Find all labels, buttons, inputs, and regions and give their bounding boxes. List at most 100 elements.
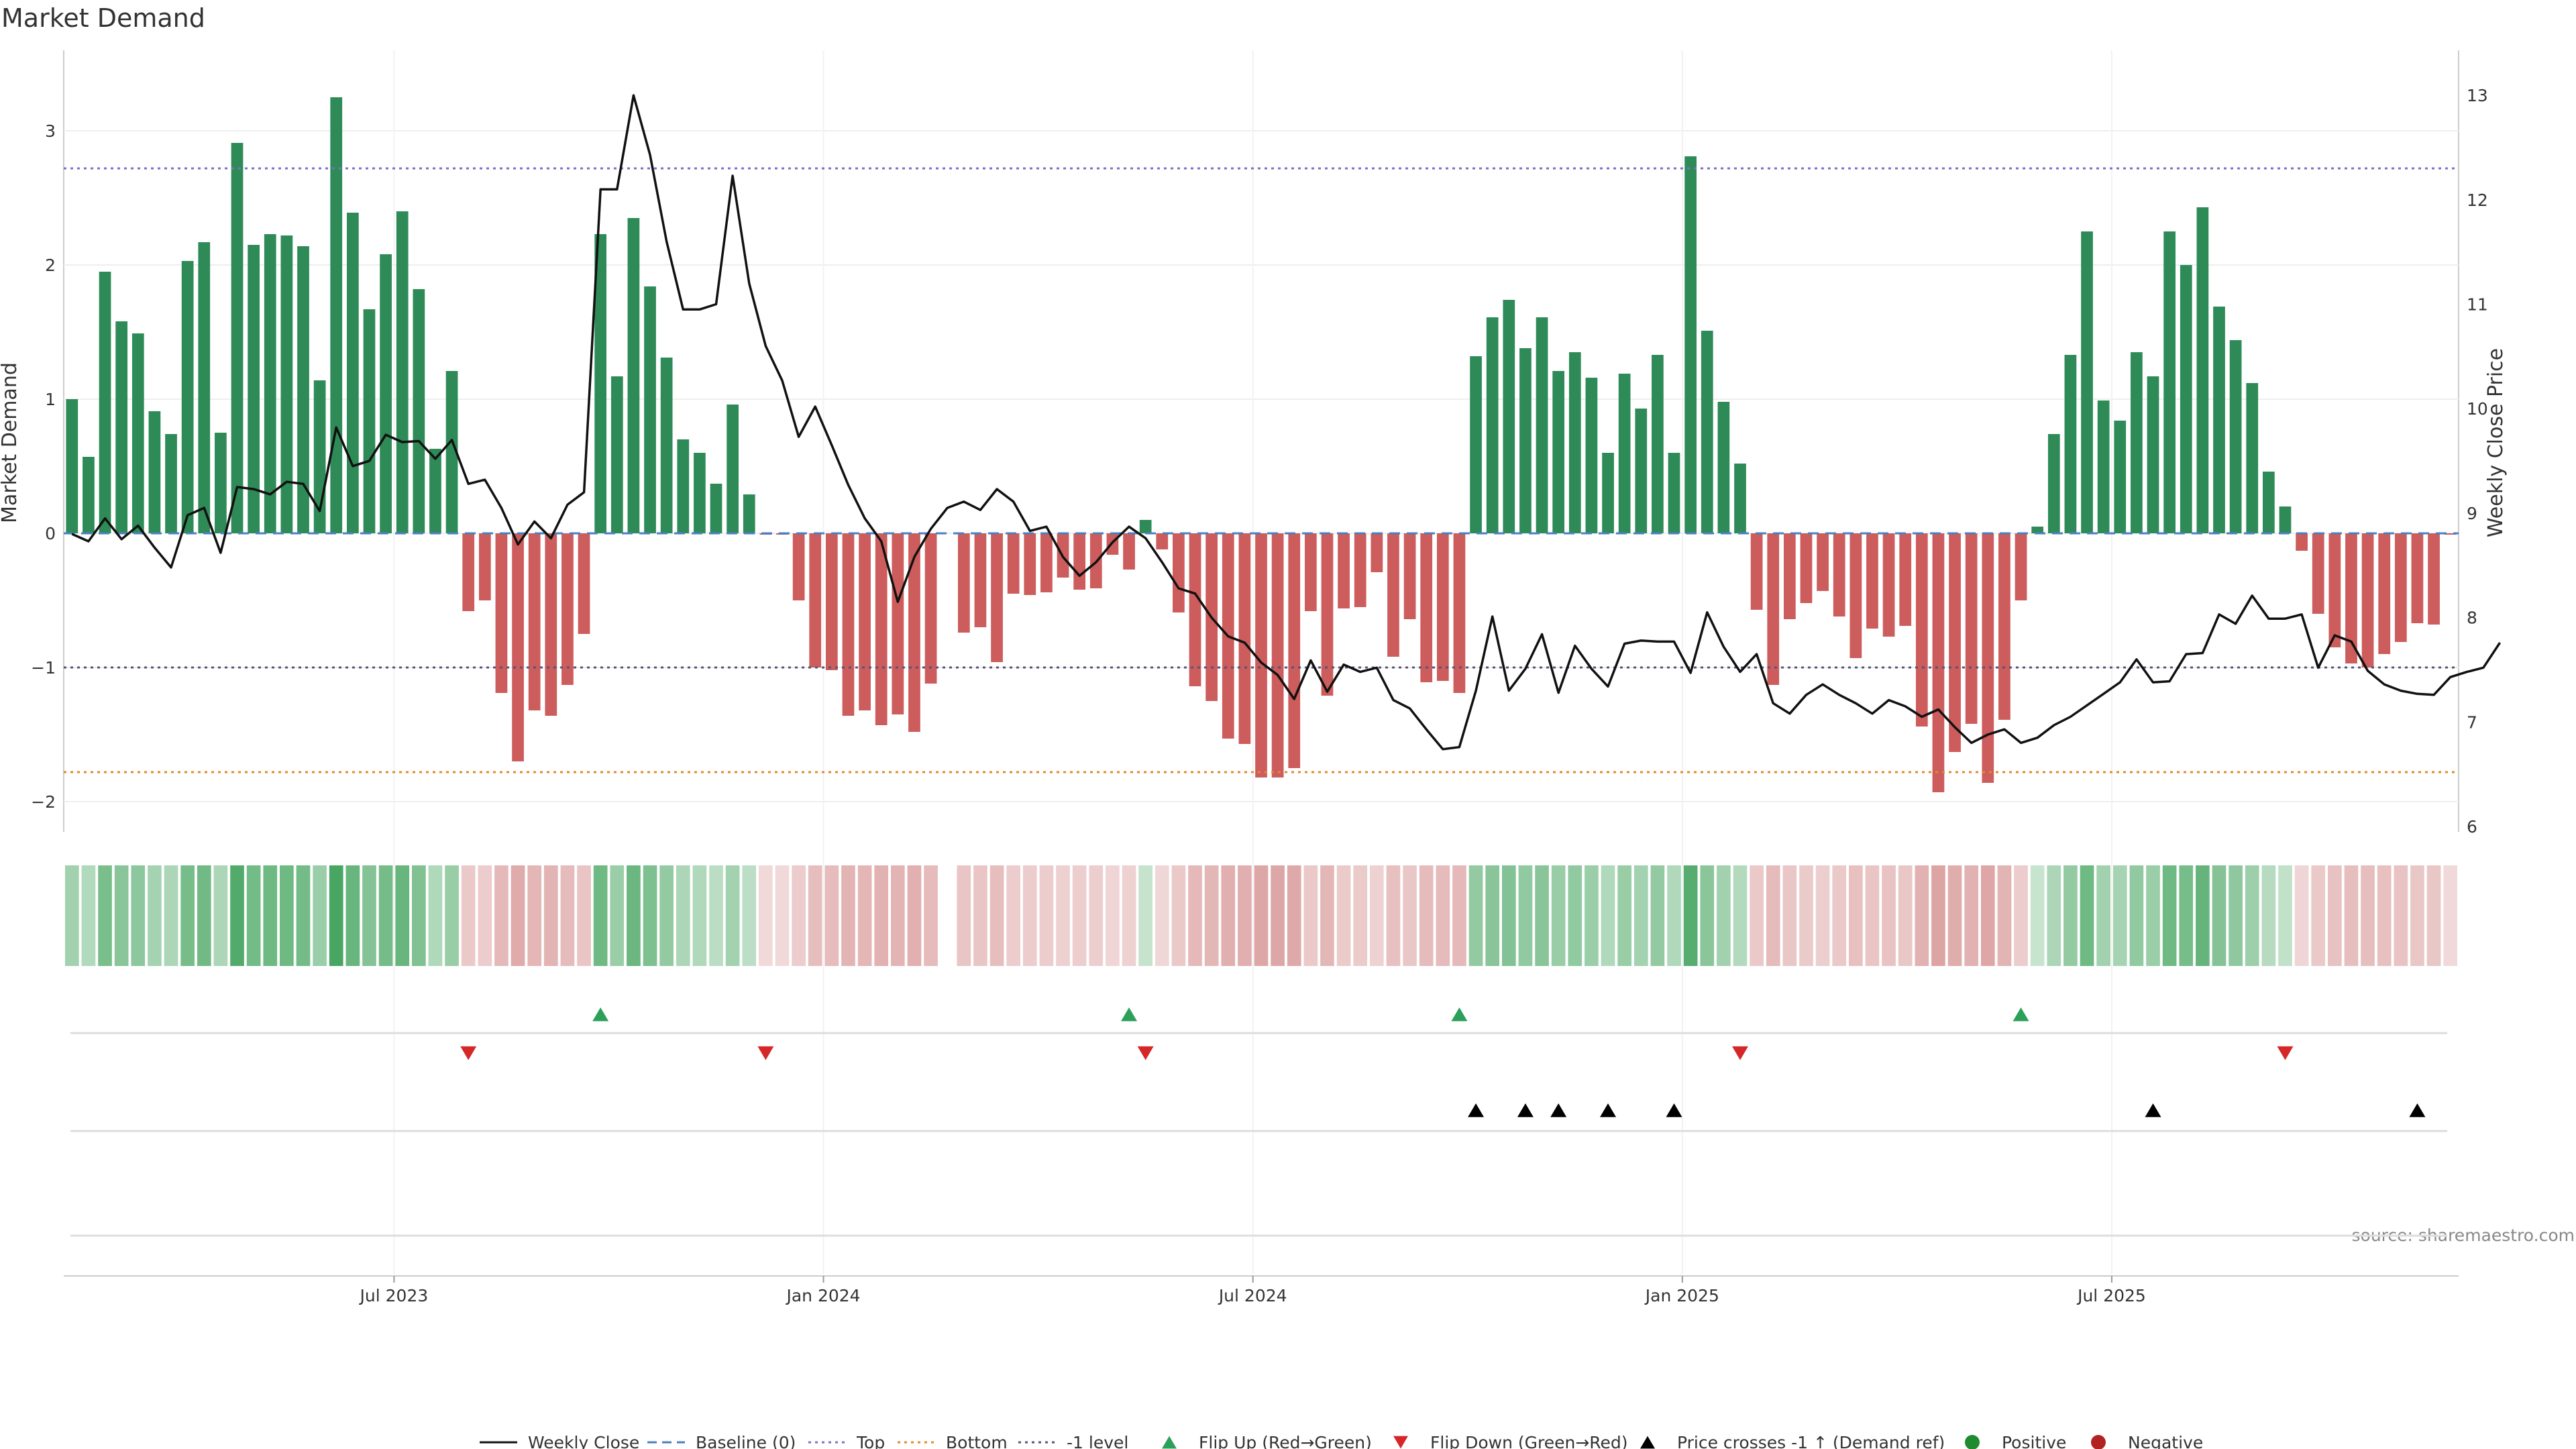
heat-cell xyxy=(759,865,773,966)
demand-bar xyxy=(165,434,177,533)
heat-cell xyxy=(1403,865,1417,966)
demand-bar xyxy=(859,533,871,710)
heat-cell xyxy=(1353,865,1368,966)
heat-cell xyxy=(412,865,426,966)
heat-cell xyxy=(1898,865,1913,966)
demand-bar xyxy=(1453,533,1466,693)
heat-cell xyxy=(1683,865,1698,966)
heat-cell xyxy=(643,865,657,966)
heat-cell xyxy=(1568,865,1582,966)
demand-bar xyxy=(380,254,392,533)
heat-cell xyxy=(280,865,294,966)
demand-bar xyxy=(2411,533,2424,623)
heat-cell xyxy=(2146,865,2160,966)
x-tick-label: Jul 2023 xyxy=(359,1286,429,1305)
demand-bar xyxy=(1552,371,1565,533)
heat-cell xyxy=(924,865,938,966)
heat-cell xyxy=(2179,865,2194,966)
flip-up-marker xyxy=(1451,1007,1468,1022)
demand-bar xyxy=(660,358,673,533)
heat-cell xyxy=(1501,865,1516,966)
heat-cell xyxy=(1254,865,1269,966)
y2-tick-label: 12 xyxy=(2467,191,2488,210)
y-tick-label: 0 xyxy=(45,524,56,543)
heat-cell xyxy=(1271,865,1285,966)
legend-swatch xyxy=(1393,1436,1408,1449)
demand-bar xyxy=(198,242,211,533)
heat-cell xyxy=(148,865,162,966)
demand-bar xyxy=(2394,533,2407,642)
x-tick-label: Jan 2024 xyxy=(785,1286,860,1305)
heat-cell xyxy=(989,865,1004,966)
heat-cell xyxy=(230,865,244,966)
heat-cell xyxy=(891,865,905,966)
legend-label: Flip Up (Red→Green) xyxy=(1199,1433,1372,1449)
demand-bar xyxy=(1304,533,1317,611)
legend-label: Price crosses -1 ↑ (Demand ref) xyxy=(1677,1433,1945,1449)
y2-tick-label: 11 xyxy=(2467,295,2488,315)
heat-cell xyxy=(1931,865,1945,966)
heat-cell xyxy=(1980,865,1995,966)
heat-cell xyxy=(1188,865,1202,966)
demand-bar xyxy=(280,235,293,533)
demand-bar xyxy=(215,433,227,533)
demand-bar xyxy=(2064,355,2077,533)
legend-swatch xyxy=(1965,1435,1980,1449)
demand-bar xyxy=(892,533,904,714)
demand-bar xyxy=(2180,265,2192,533)
heat-cell xyxy=(1849,865,1863,966)
demand-bar xyxy=(297,246,309,533)
demand-bar xyxy=(677,439,690,533)
heat-cell xyxy=(1585,865,1599,966)
heat-cell xyxy=(2410,865,2424,966)
demand-bar xyxy=(363,309,376,533)
y-tick-label: 1 xyxy=(45,390,56,409)
demand-bar xyxy=(1800,533,1813,603)
heat-cell xyxy=(2311,865,2326,966)
demand-bar xyxy=(2131,352,2143,533)
heat-cell xyxy=(1964,865,1979,966)
demand-bar xyxy=(2246,383,2259,533)
legend-label: Positive xyxy=(2002,1433,2066,1449)
heat-cell xyxy=(560,865,575,966)
legend: Weekly Close Baseline (0) Top Bottom -1 leve… xyxy=(480,1433,2203,1449)
heat-cell xyxy=(2426,865,2441,966)
demand-bar xyxy=(1866,533,1878,629)
heat-cell xyxy=(1700,865,1715,966)
heat-cell xyxy=(1452,865,1466,966)
demand-bar xyxy=(512,533,524,761)
demand-bar xyxy=(1420,533,1433,682)
flip-up-marker xyxy=(2012,1007,2029,1022)
heat-cell xyxy=(792,865,806,966)
demand-bar xyxy=(1156,533,1169,549)
heat-cell xyxy=(907,865,922,966)
demand-bar xyxy=(594,234,607,533)
demand-bar xyxy=(875,533,888,725)
demand-bar xyxy=(1371,533,1383,572)
heat-cell xyxy=(98,865,112,966)
heat-cell xyxy=(1468,865,1483,966)
demand-bar xyxy=(2081,231,2093,533)
demand-bar xyxy=(908,533,920,732)
heat-cell xyxy=(1799,865,1813,966)
demand-bar xyxy=(99,272,111,533)
demand-bar xyxy=(1833,533,1845,616)
demand-bar xyxy=(346,213,359,533)
price-cross-marker xyxy=(1600,1103,1617,1118)
legend-label: Top xyxy=(856,1433,885,1449)
heat-cell xyxy=(1733,865,1748,966)
demand-bar xyxy=(1271,533,1284,777)
heat-cell xyxy=(263,865,278,966)
demand-bar xyxy=(2047,434,2060,533)
heat-cell xyxy=(1072,865,1087,966)
heat-cell xyxy=(2047,865,2061,966)
heat-cell xyxy=(2014,865,2028,966)
heat-cell xyxy=(1782,865,1797,966)
heat-cell xyxy=(1601,865,1615,966)
heat-cell xyxy=(1039,865,1054,966)
y2-axis-label: Weekly Close Price xyxy=(2484,348,2508,537)
heat-cell xyxy=(445,865,459,966)
demand-bar xyxy=(1470,356,1482,533)
heat-cell xyxy=(180,865,195,966)
heat-cell xyxy=(378,865,393,966)
